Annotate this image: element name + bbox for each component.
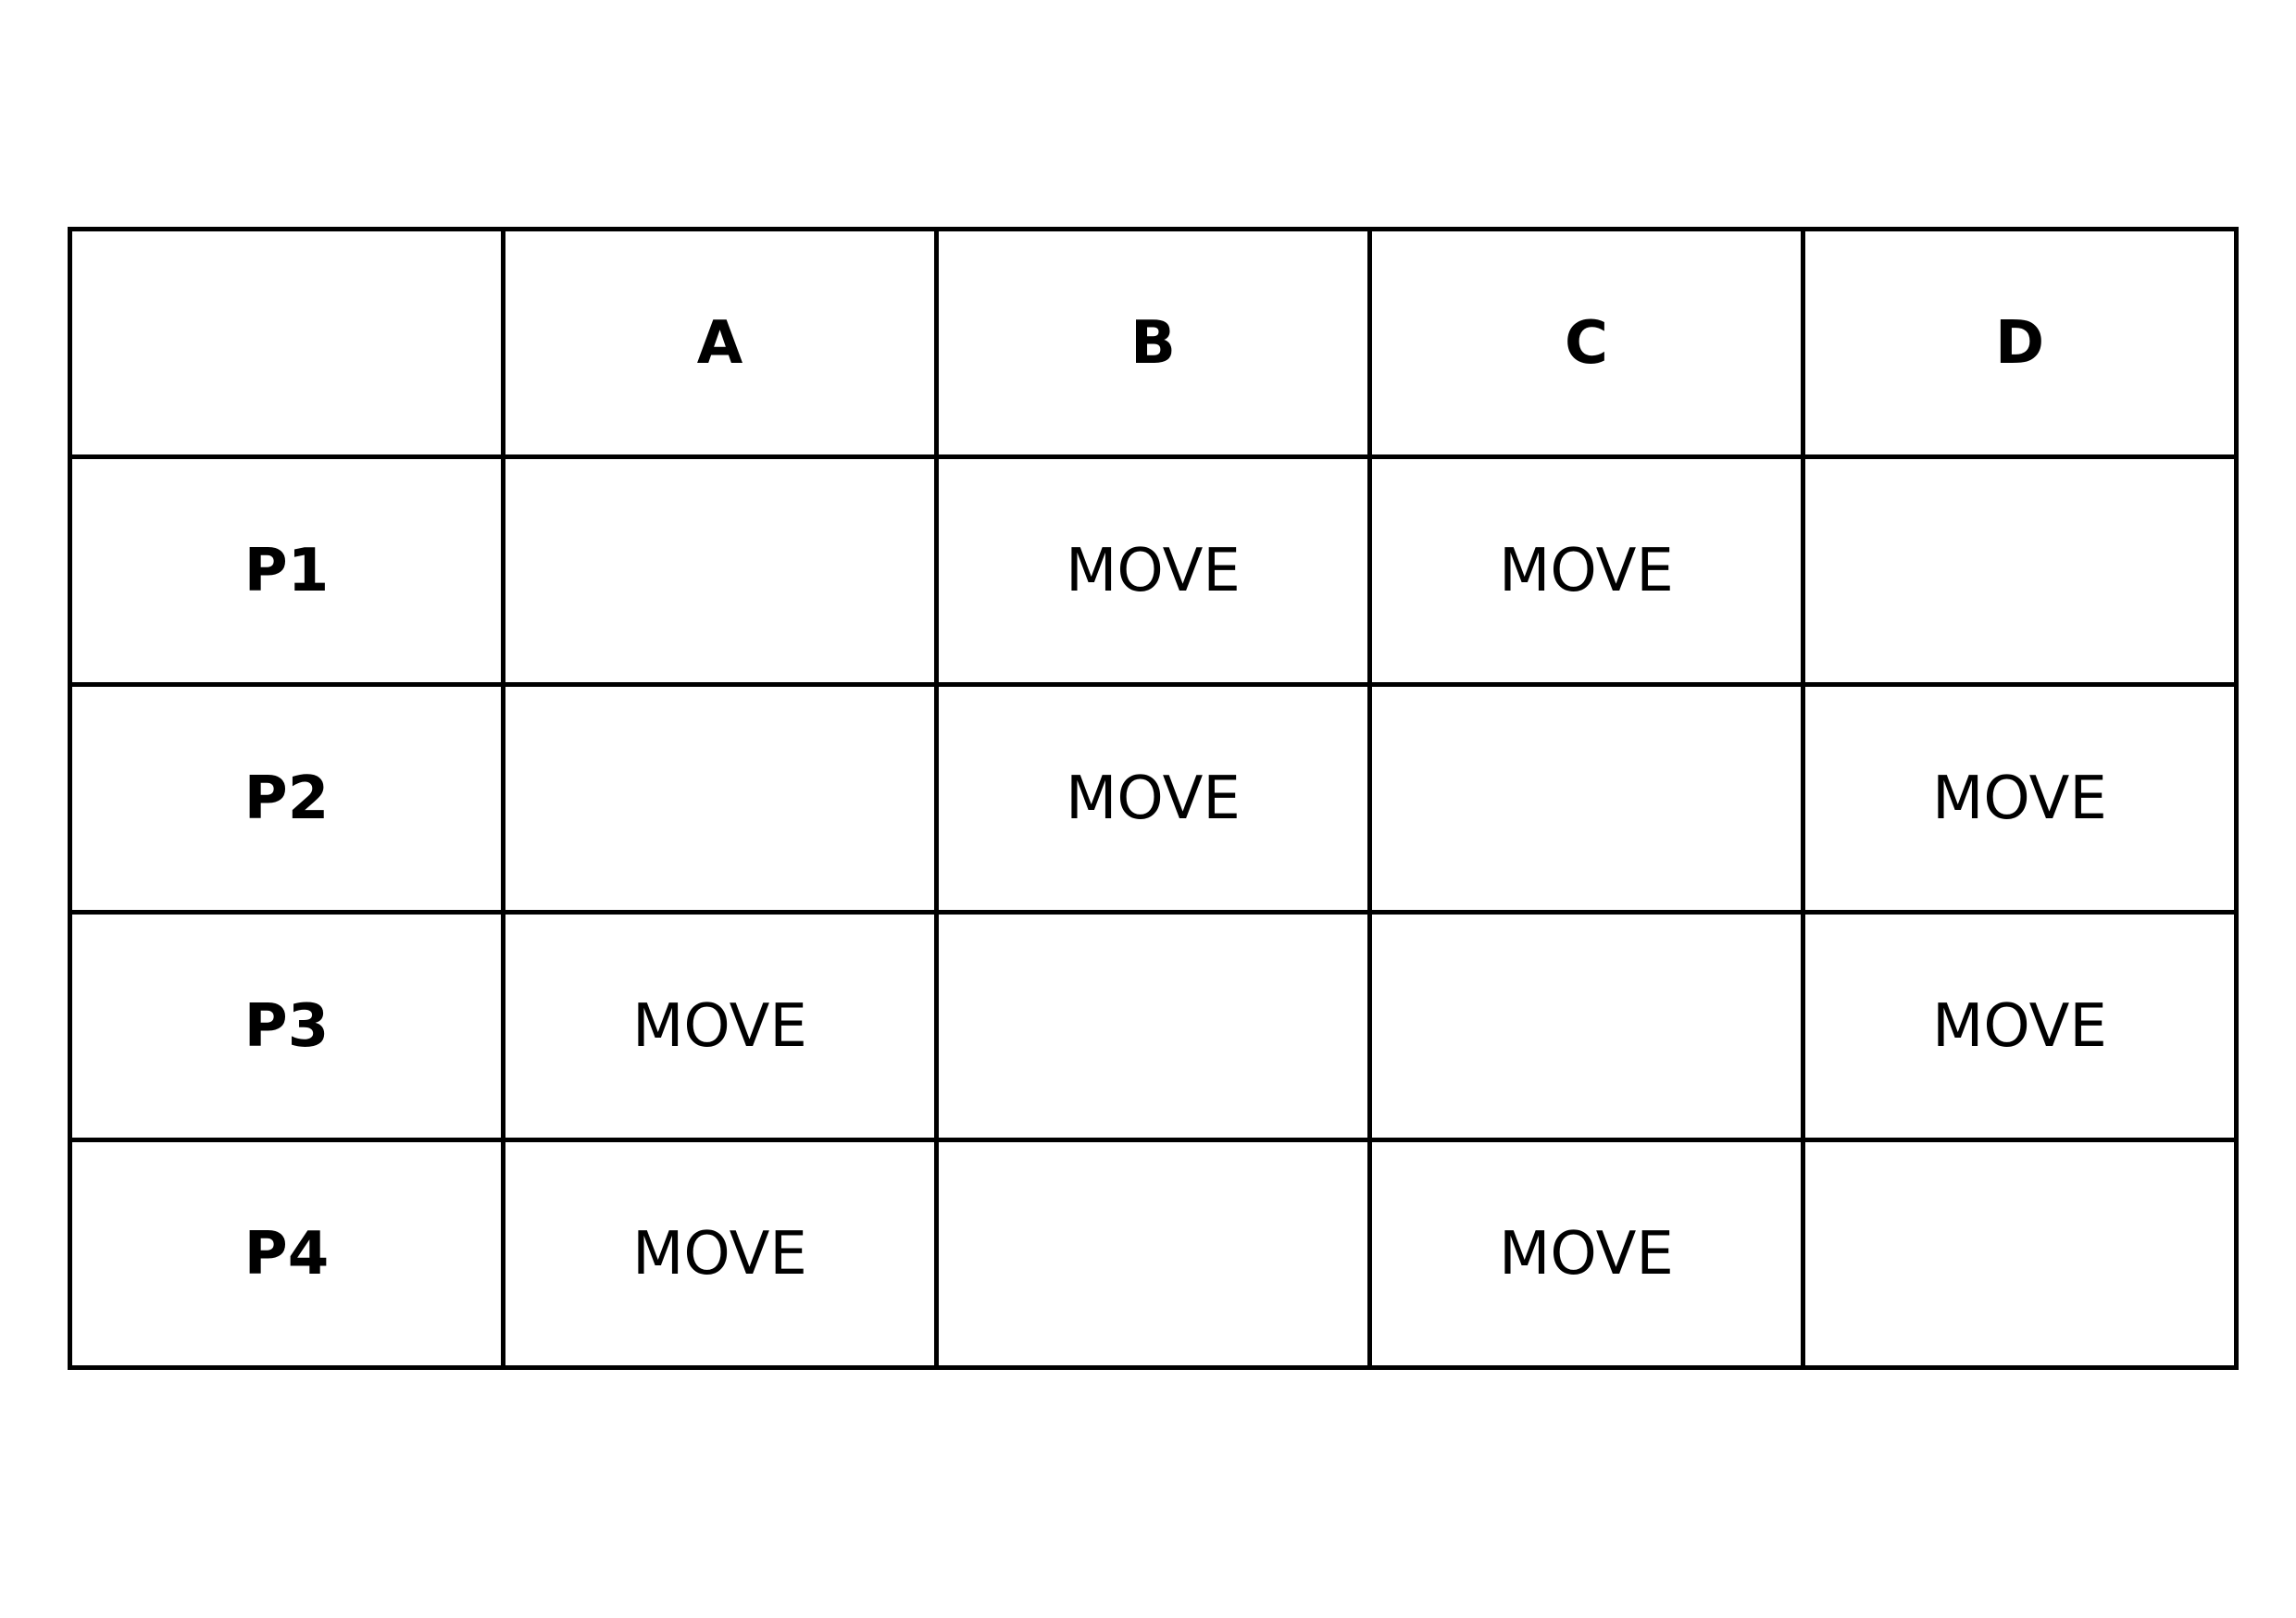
cell-value: MOVE bbox=[632, 1219, 807, 1288]
column-header-d: D bbox=[1801, 227, 2239, 459]
cell-value: MOVE bbox=[1499, 536, 1674, 605]
column-header-c: C bbox=[1367, 227, 1805, 459]
table-cell: MOVE bbox=[1801, 910, 2239, 1142]
table-cell bbox=[934, 1138, 1372, 1370]
column-header-b: B bbox=[934, 227, 1372, 459]
table-cell bbox=[1801, 454, 2239, 687]
row-header-p2: P2 bbox=[68, 682, 505, 915]
cell-value: MOVE bbox=[1066, 764, 1241, 833]
column-header-label: A bbox=[696, 308, 743, 378]
corner-cell bbox=[68, 227, 505, 459]
table-cell bbox=[1367, 682, 1805, 915]
table-cell: MOVE bbox=[934, 682, 1372, 915]
column-header-a: A bbox=[501, 227, 939, 459]
cell-value: MOVE bbox=[1932, 764, 2107, 833]
table-cell: MOVE bbox=[501, 910, 939, 1142]
row-label: P4 bbox=[243, 1219, 330, 1288]
table-cell: MOVE bbox=[1367, 454, 1805, 687]
cell-value: MOVE bbox=[1499, 1219, 1674, 1288]
move-table-container: A B C D P1 MOVE MOVE P2 MOVE MOVE bbox=[68, 227, 2239, 1370]
table-cell: MOVE bbox=[1367, 1138, 1805, 1370]
cell-value: MOVE bbox=[632, 991, 807, 1061]
row-header-p1: P1 bbox=[68, 454, 505, 687]
move-table: A B C D P1 MOVE MOVE P2 MOVE MOVE bbox=[68, 227, 2239, 1370]
row-label: P1 bbox=[243, 536, 330, 605]
row-header-p4: P4 bbox=[68, 1138, 505, 1370]
table-cell: MOVE bbox=[1801, 682, 2239, 915]
column-header-label: B bbox=[1130, 308, 1176, 378]
table-row-p1: P1 MOVE MOVE bbox=[68, 454, 2239, 687]
table-cell bbox=[501, 682, 939, 915]
header-row: A B C D bbox=[68, 227, 2239, 459]
table-cell bbox=[1367, 910, 1805, 1142]
column-header-label: D bbox=[1994, 308, 2045, 378]
table-cell: MOVE bbox=[934, 454, 1372, 687]
row-label: P3 bbox=[243, 991, 330, 1061]
table-row-p4: P4 MOVE MOVE bbox=[68, 1138, 2239, 1370]
column-header-label: C bbox=[1565, 308, 1608, 378]
table-row-p3: P3 MOVE MOVE bbox=[68, 910, 2239, 1142]
row-header-p3: P3 bbox=[68, 910, 505, 1142]
cell-value: MOVE bbox=[1932, 991, 2107, 1061]
table-cell bbox=[1801, 1138, 2239, 1370]
row-label: P2 bbox=[243, 764, 330, 833]
table-row-p2: P2 MOVE MOVE bbox=[68, 682, 2239, 915]
table-cell bbox=[934, 910, 1372, 1142]
cell-value: MOVE bbox=[1066, 536, 1241, 605]
table-cell bbox=[501, 454, 939, 687]
table-cell: MOVE bbox=[501, 1138, 939, 1370]
